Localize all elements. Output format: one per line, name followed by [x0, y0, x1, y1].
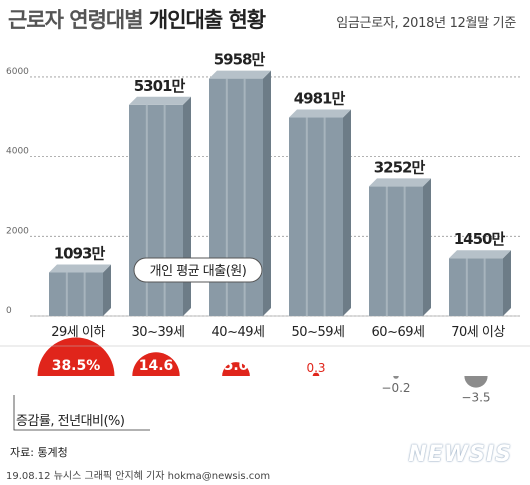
x-tick-label: 40~49세: [212, 325, 265, 340]
bar-top: [209, 70, 271, 79]
newsis-logo: NEWSIS: [408, 442, 512, 467]
bar-side: [103, 264, 111, 316]
bar-side: [503, 250, 511, 316]
series-label: 개인 평균 대출(원): [150, 264, 247, 279]
bar-value-label: 1093만: [54, 244, 106, 262]
bar: [129, 104, 183, 316]
growth-semicircle: [222, 362, 250, 376]
chart-subtitle: 임금근로자, 2018년 12월말 기준: [336, 16, 516, 31]
bar-top: [289, 109, 351, 118]
bar-side: [343, 109, 351, 316]
y-tick-label: 2000: [6, 226, 29, 236]
growth-semicircle: [393, 376, 399, 379]
growth-value-label: 0.3: [306, 361, 325, 375]
growth-label: 증감률, 전년대비(%): [16, 414, 125, 429]
bar-top: [369, 178, 431, 187]
title-bold: 개인대출 현황: [148, 8, 266, 32]
bar-value-label: 4981만: [294, 90, 346, 108]
growth-semicircle: [312, 372, 320, 376]
bar-top: [129, 96, 191, 105]
bar-value-label: 1450만: [454, 230, 506, 248]
x-tick-label: 30~39세: [132, 325, 185, 340]
bar-value-label: 5301만: [134, 77, 186, 95]
bar-side: [263, 70, 271, 316]
growth-value-label: −0.2: [381, 381, 410, 395]
source-note: 자료: 통계청: [10, 446, 68, 459]
growth-semicircle: [37, 337, 115, 376]
growth-value-label: −3.5: [461, 391, 490, 405]
chart-title: 근로자 연령대별 개인대출 현황: [8, 4, 266, 34]
growth-bracket: [13, 395, 150, 431]
x-tick-label: 50~59세: [292, 325, 345, 340]
growth-semicircle: [132, 352, 180, 376]
bar-chart: 0 2000 4000 6000 1093만 29세 이하 38.5% 5301만 30~39세…: [0, 51, 530, 431]
bar-top: [49, 264, 111, 273]
bar-side: [183, 96, 191, 316]
x-tick-label: 60~69세: [372, 325, 425, 340]
x-tick-label: 70세 이상: [451, 325, 505, 340]
bar-value-label: 3252만: [374, 158, 426, 176]
growth-value-label: 38.5%: [52, 358, 101, 374]
bar-side: [423, 178, 431, 316]
growth-value-label: 14.6: [139, 358, 174, 374]
y-tick-label: 0: [6, 306, 12, 316]
y-tick-label: 4000: [6, 147, 29, 157]
credit-note: 19.08.12 뉴시스 그래픽 안지혜 기자 hokma@newsis.com: [6, 471, 271, 482]
series-label-box: [133, 257, 263, 283]
bar: [369, 186, 423, 316]
title-light: 근로자 연령대별: [8, 8, 144, 32]
bar-top: [449, 250, 511, 259]
growth-value-label: 5.0: [224, 358, 249, 374]
x-tick-label: 29세 이하: [51, 325, 105, 340]
bar: [49, 272, 103, 316]
bar-value-label: 5958만: [214, 51, 266, 69]
growth-semicircle: [464, 376, 488, 388]
bar: [289, 117, 343, 316]
bar: [449, 258, 503, 316]
y-tick-label: 6000: [6, 67, 29, 77]
